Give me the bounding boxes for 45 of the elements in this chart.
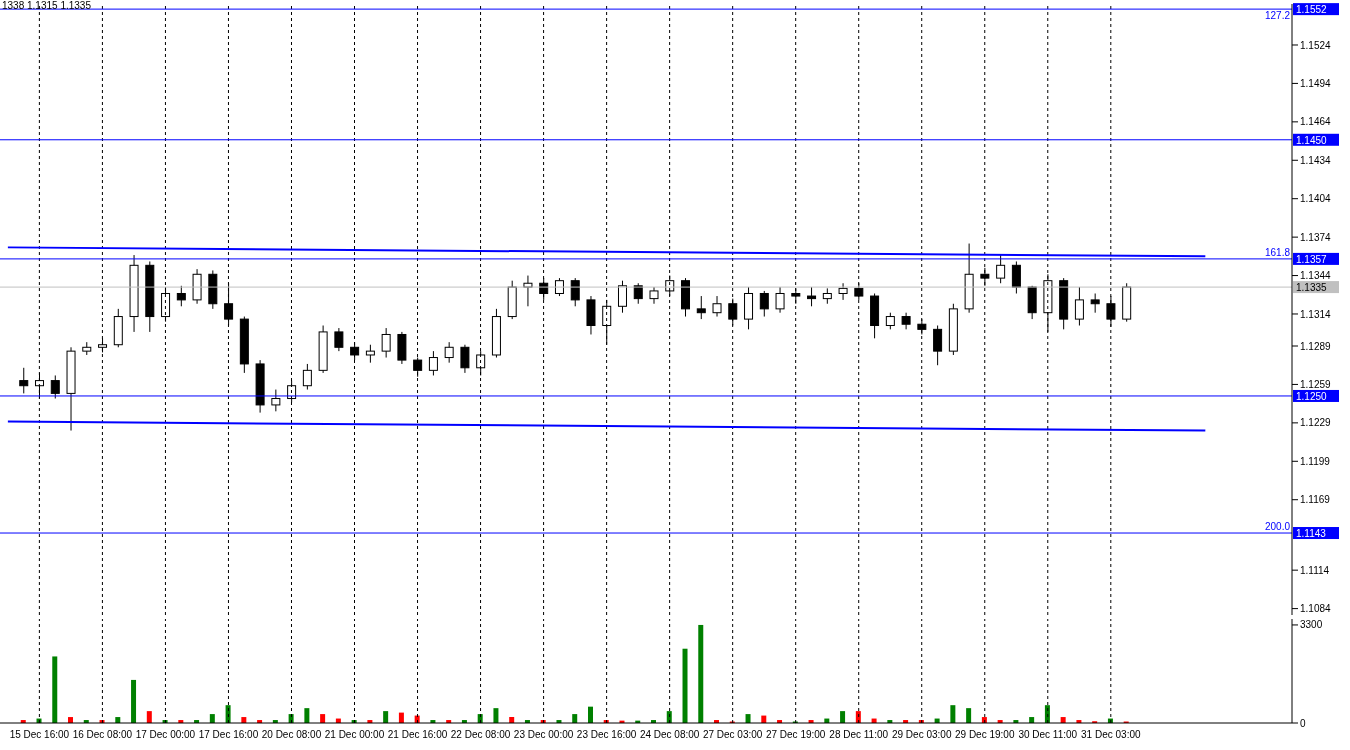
x-tick-label: 30 Dec 11:00 (1018, 729, 1078, 741)
y-tick-label: 0 (1300, 717, 1306, 729)
y-tick-label: 1.1524 (1300, 39, 1332, 51)
annotation: 161.8 (1264, 246, 1291, 258)
y-tick-label: 1.1114 (1300, 564, 1330, 576)
x-tick-label: 20 Dec 08:00 (261, 729, 322, 741)
y-tick-label: 1.1314 (1300, 308, 1332, 320)
annotation: 200.0 (1264, 521, 1291, 533)
y-tick-label: 1.1404 (1300, 193, 1332, 205)
ref-line-label: 1.1143 (1296, 528, 1327, 540)
y-tick-label: 1.1494 (1300, 77, 1332, 89)
ref-line-label: 1.1335 (1296, 282, 1328, 294)
x-tick-label: 23 Dec 16:00 (576, 729, 637, 741)
x-tick-label: 17 Dec 16:00 (198, 729, 259, 741)
ref-line-label: 1.1450 (1296, 134, 1328, 146)
x-tick-label: 29 Dec 19:00 (955, 729, 1015, 741)
x-tick-label: 29 Dec 03:00 (891, 729, 952, 741)
annotation: 1338 1.1315 1.1335 (2, 0, 91, 11)
x-tick-label: 21 Dec 16:00 (387, 729, 448, 741)
x-tick-label: 21 Dec 00:00 (324, 729, 385, 741)
x-tick-label: 17 Dec 00:00 (135, 729, 196, 741)
y-tick-label: 1.1084 (1300, 603, 1332, 615)
x-tick-label: 27 Dec 19:00 (765, 729, 826, 741)
y-tick-label: 1.1289 (1300, 340, 1332, 352)
y-tick-label: 1.1169 (1300, 494, 1331, 506)
ref-line-label: 1.1357 (1296, 253, 1328, 265)
y-tick-label: 1.1229 (1300, 417, 1332, 429)
y-tick-label: 1.1464 (1300, 116, 1332, 128)
x-tick-label: 28 Dec 11:00 (829, 729, 889, 741)
y-tick-label: 1.1259 (1300, 378, 1332, 390)
y-tick-label: 1.1344 (1300, 270, 1332, 282)
x-tick-label: 31 Dec 03:00 (1081, 729, 1141, 741)
x-tick-label: 22 Dec 08:00 (450, 729, 511, 741)
y-tick-label: 1.1374 (1300, 231, 1332, 243)
x-tick-label: 15 Dec 16:00 (9, 729, 70, 741)
y-tick-label: 1.1434 (1300, 154, 1332, 166)
x-tick-label: 24 Dec 08:00 (639, 729, 700, 741)
x-tick-label: 16 Dec 08:00 (72, 729, 133, 741)
x-tick-label: 23 Dec 00:00 (513, 729, 574, 741)
ref-line-label: 1.1250 (1296, 390, 1328, 402)
ref-line-label: 1.1552 (1296, 4, 1328, 16)
y-tick-label: 3300 (1300, 619, 1323, 631)
y-tick-label: 1.1199 (1300, 455, 1331, 467)
x-tick-label: 27 Dec 03:00 (702, 729, 763, 741)
annotation: 127.2 (1264, 10, 1291, 22)
